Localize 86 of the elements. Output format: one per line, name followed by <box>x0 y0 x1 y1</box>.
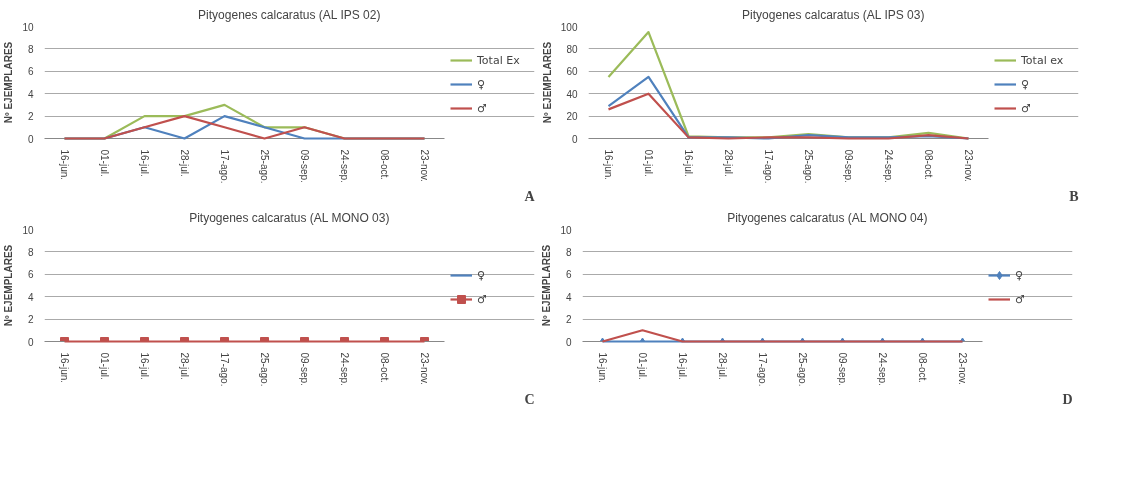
y-tick-label: 4 <box>27 291 34 303</box>
x-tick-label: 24-sep. <box>339 352 350 386</box>
y-axis-title: Nº EJEMPLARES <box>3 244 15 327</box>
y-tick-label: 2 <box>27 111 34 123</box>
y-axis-title: Nº EJEMPLARES <box>541 41 553 124</box>
legend-label: ♀ <box>477 268 487 282</box>
x-tick-label: 08-oct. <box>923 149 934 181</box>
x-tick-label: 09-sep. <box>837 352 848 386</box>
chart-title: Pityogenes calcaratus (AL MONO 03) <box>189 210 390 225</box>
y-tick-label: 4 <box>565 291 572 303</box>
y-tick-label: 10 <box>560 224 572 236</box>
chart-title: Pityogenes calcaratus (AL IPS 02) <box>198 7 381 22</box>
x-tick-label: 25-ago. <box>259 352 270 387</box>
y-tick-label: 8 <box>565 246 572 258</box>
x-tick-label: 01-jul. <box>99 352 110 380</box>
x-tick-label: 23-nov. <box>419 149 430 183</box>
x-tick-label: 25-ago. <box>259 149 270 184</box>
text: D <box>1062 391 1073 407</box>
text: C <box>524 391 535 407</box>
x-tick-label: 16-jul. <box>677 352 688 380</box>
x-tick-label: 28-jul. <box>179 352 190 380</box>
y-tick-label: 0 <box>27 336 34 348</box>
y-tick-label: 6 <box>565 269 572 281</box>
x-tick-label: 24-sep. <box>883 149 894 183</box>
y-tick-label: 40 <box>566 88 578 100</box>
legend-label: ♂ <box>1021 101 1032 115</box>
y-tick-label: 6 <box>27 66 34 78</box>
x-tick-label: 08-oct. <box>379 352 390 384</box>
x-tick-label: 09-sep. <box>299 149 310 183</box>
legend-label: Total ex <box>1021 53 1064 67</box>
x-tick-label: 24-sep. <box>877 352 888 386</box>
x-tick-label: 01-jul. <box>643 149 654 177</box>
x-tick-label: 17-ago. <box>219 149 230 184</box>
x-tick-label: 16-jun. <box>603 149 614 181</box>
y-tick-label: 20 <box>566 111 578 123</box>
x-tick-label: 24-sep. <box>339 149 350 183</box>
x-tick-label: 16-jul. <box>139 352 150 380</box>
x-tick-label: 17-ago. <box>757 352 768 387</box>
y-tick-label: 0 <box>571 133 578 145</box>
text: A <box>524 188 536 204</box>
y-tick-label: 0 <box>565 336 572 348</box>
y-tick-label: 10 <box>22 21 34 33</box>
y-tick-label: 100 <box>560 21 578 33</box>
y-tick-label: 2 <box>27 314 34 326</box>
text: B <box>1069 188 1079 204</box>
y-axis-title: Nº EJEMPLARES <box>3 41 15 124</box>
x-tick-label: 16-jun. <box>59 149 70 181</box>
x-tick-label: 09-sep. <box>299 352 310 386</box>
y-axis-title: Nº EJEMPLARES <box>541 244 553 327</box>
x-tick-label: 28-jul. <box>179 149 190 177</box>
x-tick-label: 01-jul. <box>637 352 648 380</box>
x-tick-label: 28-jul. <box>717 352 728 380</box>
x-tick-label: 17-ago. <box>763 149 774 184</box>
chart-title: Pityogenes calcaratus (AL MONO 04) <box>727 210 928 225</box>
legend-label: ♀ <box>1015 268 1025 282</box>
x-tick-label: 23-nov. <box>963 149 974 183</box>
y-tick-label: 0 <box>27 133 34 145</box>
legend-label: Total Ex <box>477 53 520 67</box>
x-tick-label: 17-ago. <box>219 352 230 387</box>
x-tick-label: 16-jun. <box>59 352 70 384</box>
y-tick-label: 10 <box>22 224 34 236</box>
y-tick-label: 8 <box>27 246 34 258</box>
y-tick-label: 6 <box>27 269 34 281</box>
y-tick-label: 4 <box>27 88 34 100</box>
x-tick-label: 01-jul. <box>99 149 110 177</box>
chart-title: Pityogenes calcaratus (AL IPS 03) <box>742 7 925 22</box>
x-tick-label: 25-ago. <box>803 149 814 184</box>
y-tick-label: 2 <box>565 314 572 326</box>
y-tick-label: 60 <box>566 66 578 78</box>
x-tick-label: 23-nov. <box>957 352 968 386</box>
x-tick-label: 23-nov. <box>419 352 430 386</box>
x-tick-label: 25-ago. <box>797 352 808 387</box>
legend-label: ♂ <box>477 101 488 115</box>
x-tick-label: 09-sep. <box>843 149 854 183</box>
legend-label: ♀ <box>477 77 487 91</box>
legend-label: ♂ <box>477 292 488 306</box>
x-tick-label: 16-jul. <box>139 149 150 177</box>
y-tick-label: 8 <box>27 43 34 55</box>
legend-label: ♂ <box>1015 292 1026 306</box>
x-tick-label: 28-jul. <box>723 149 734 177</box>
x-tick-label: 08-oct. <box>379 149 390 181</box>
x-tick-label: 16-jun. <box>597 352 608 384</box>
legend-label: ♀ <box>1021 77 1031 91</box>
x-tick-label: 16-jul. <box>683 149 694 177</box>
x-tick-label: 08-oct. <box>917 352 928 384</box>
y-tick-label: 80 <box>566 43 578 55</box>
